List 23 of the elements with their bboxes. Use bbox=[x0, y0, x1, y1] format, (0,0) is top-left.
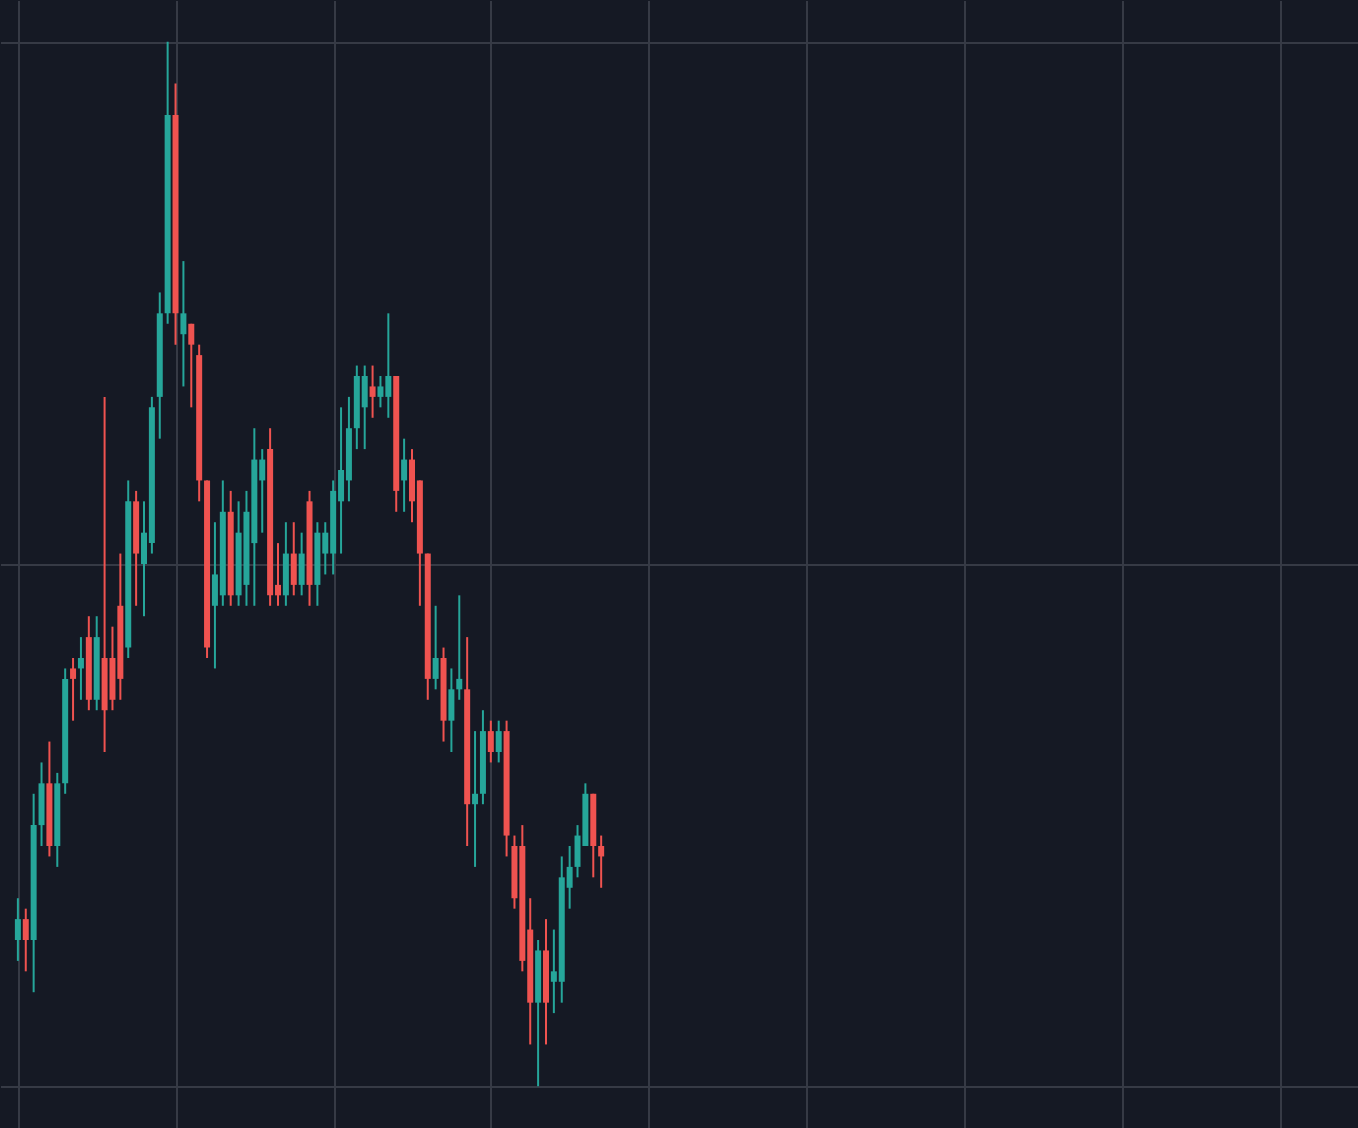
candlestick bbox=[495, 719, 502, 764]
candlestick bbox=[432, 604, 439, 691]
candlestick bbox=[401, 437, 408, 513]
candlestick bbox=[598, 834, 605, 889]
candlestick bbox=[456, 594, 463, 701]
candlestick bbox=[298, 531, 305, 597]
candlestick bbox=[338, 406, 345, 555]
candlestick bbox=[290, 521, 297, 597]
candlestick bbox=[361, 364, 368, 451]
candlestick bbox=[38, 761, 45, 847]
candlestick bbox=[448, 667, 455, 753]
candlestick bbox=[22, 907, 29, 973]
candlestick bbox=[77, 636, 84, 701]
candlestick bbox=[385, 312, 392, 419]
candlestick bbox=[14, 897, 21, 962]
candlestick bbox=[188, 322, 195, 409]
candlestick bbox=[369, 364, 376, 419]
candlestick bbox=[282, 521, 289, 607]
candlestick bbox=[472, 730, 479, 868]
candlestick bbox=[487, 719, 494, 764]
candlestick bbox=[180, 260, 187, 388]
candlestick bbox=[70, 657, 77, 722]
candlestick bbox=[377, 375, 384, 409]
